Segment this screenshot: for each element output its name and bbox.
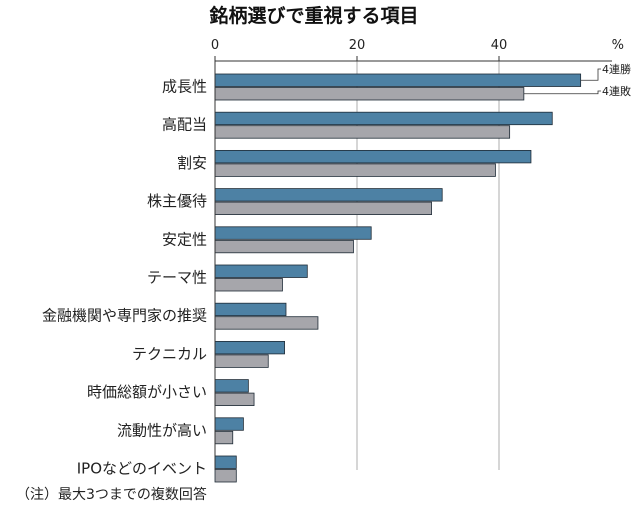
bar-4-losses	[214, 316, 319, 330]
footnote: （注）最大3つまでの複数回答	[16, 486, 207, 503]
bar-4-losses	[214, 201, 432, 216]
bar-4-losses	[214, 87, 525, 101]
bar-4-losses	[214, 354, 269, 368]
bars	[214, 73, 582, 483]
bar-4-wins	[214, 302, 287, 317]
bar-4-losses	[214, 239, 354, 254]
bar-4-losses	[214, 430, 234, 445]
category-label: 株主優待	[147, 192, 207, 210]
legend-label: 4連敗	[602, 84, 631, 98]
bar-4-losses	[214, 163, 496, 177]
category-label: 成長性	[162, 78, 207, 96]
category-label: テーマ性	[147, 269, 207, 287]
bar-4-wins	[214, 73, 582, 87]
legend-leader-line	[580, 68, 601, 81]
tick-label: 40	[491, 38, 508, 53]
category-label: 高配当	[162, 116, 207, 134]
bar-4-wins	[214, 149, 532, 164]
legend-label: 4連勝	[602, 62, 631, 76]
bar-4-losses	[214, 392, 255, 407]
bar-4-losses	[214, 278, 283, 292]
bar-4-wins	[214, 455, 237, 469]
bar-4-wins	[214, 379, 249, 393]
category-labels: 成長性高配当割安株主優待安定性テーマ性金融機関や専門家の推奨テクニカル時価総額が…	[42, 78, 207, 478]
chart-title: 銘柄選びで重視する項目	[209, 4, 418, 27]
bar-4-wins	[214, 264, 308, 278]
category-label: 流動性が高い	[117, 421, 207, 439]
category-label: 金融機関や専門家の推奨	[42, 307, 207, 325]
bar-4-wins	[214, 226, 372, 240]
category-label: テクニカル	[132, 345, 207, 363]
tick-labels: 0 20 40	[211, 38, 507, 61]
legend-leader-line	[523, 90, 601, 95]
tick-label: 0	[211, 38, 219, 53]
category-label: 割安	[177, 154, 207, 172]
category-label: 安定性	[162, 230, 207, 248]
bar-4-wins	[214, 188, 443, 202]
category-label: IPOなどのイベント	[77, 460, 207, 478]
bar-4-losses	[214, 125, 511, 139]
bar-4-losses	[214, 469, 237, 483]
bar-4-wins	[214, 340, 285, 355]
category-label: 時価総額が小さい	[87, 383, 207, 401]
unit-label: %	[612, 38, 624, 53]
bar-4-wins	[214, 417, 244, 431]
legend: 4連勝 4連敗	[523, 62, 631, 98]
tick-label: 20	[349, 38, 366, 53]
bar-4-wins	[214, 111, 553, 126]
